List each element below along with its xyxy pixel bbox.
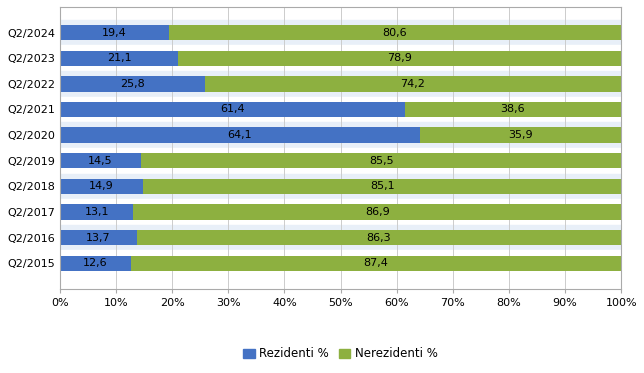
Text: 85,1: 85,1 bbox=[370, 181, 395, 191]
Text: 78,9: 78,9 bbox=[387, 53, 412, 63]
Text: 14,9: 14,9 bbox=[90, 181, 114, 191]
Text: 25,8: 25,8 bbox=[120, 79, 145, 89]
Bar bbox=[133, 204, 621, 220]
Bar bbox=[60, 71, 621, 97]
Text: 64,1: 64,1 bbox=[227, 130, 252, 140]
Text: 86,9: 86,9 bbox=[365, 207, 390, 217]
Text: 14,5: 14,5 bbox=[88, 156, 113, 166]
Text: 87,4: 87,4 bbox=[363, 258, 388, 268]
Bar bbox=[178, 50, 621, 66]
Bar bbox=[60, 204, 133, 220]
Bar bbox=[60, 46, 621, 71]
Bar bbox=[60, 173, 621, 199]
Bar bbox=[131, 256, 621, 271]
Bar bbox=[60, 148, 621, 173]
Bar bbox=[60, 97, 621, 122]
Text: 86,3: 86,3 bbox=[366, 233, 392, 242]
Text: 35,9: 35,9 bbox=[508, 130, 533, 140]
Text: 21,1: 21,1 bbox=[107, 53, 131, 63]
Text: 13,1: 13,1 bbox=[84, 207, 109, 217]
Bar bbox=[169, 25, 621, 40]
Bar bbox=[60, 102, 404, 117]
Bar bbox=[404, 102, 621, 117]
Bar bbox=[60, 122, 621, 148]
Bar bbox=[60, 25, 169, 40]
Text: 12,6: 12,6 bbox=[83, 258, 108, 268]
Text: 19,4: 19,4 bbox=[102, 28, 127, 38]
Legend: Rezidenti %, Nerezidenti %: Rezidenti %, Nerezidenti % bbox=[238, 343, 443, 365]
Bar bbox=[420, 128, 621, 143]
Bar bbox=[60, 250, 621, 276]
Bar bbox=[144, 179, 621, 194]
Text: 38,6: 38,6 bbox=[500, 104, 526, 115]
Text: 80,6: 80,6 bbox=[383, 28, 407, 38]
Bar bbox=[60, 256, 131, 271]
Text: 85,5: 85,5 bbox=[369, 156, 393, 166]
Bar bbox=[141, 153, 621, 169]
Bar bbox=[60, 50, 178, 66]
Bar bbox=[60, 20, 621, 46]
Text: 74,2: 74,2 bbox=[401, 79, 426, 89]
Text: 61,4: 61,4 bbox=[220, 104, 245, 115]
Bar bbox=[60, 153, 141, 169]
Bar bbox=[60, 76, 205, 91]
Bar bbox=[60, 179, 144, 194]
Bar bbox=[137, 230, 621, 245]
Bar bbox=[60, 230, 137, 245]
Bar bbox=[205, 76, 621, 91]
Bar bbox=[60, 199, 621, 225]
Text: 13,7: 13,7 bbox=[86, 233, 111, 242]
Bar bbox=[60, 225, 621, 250]
Bar bbox=[60, 128, 420, 143]
